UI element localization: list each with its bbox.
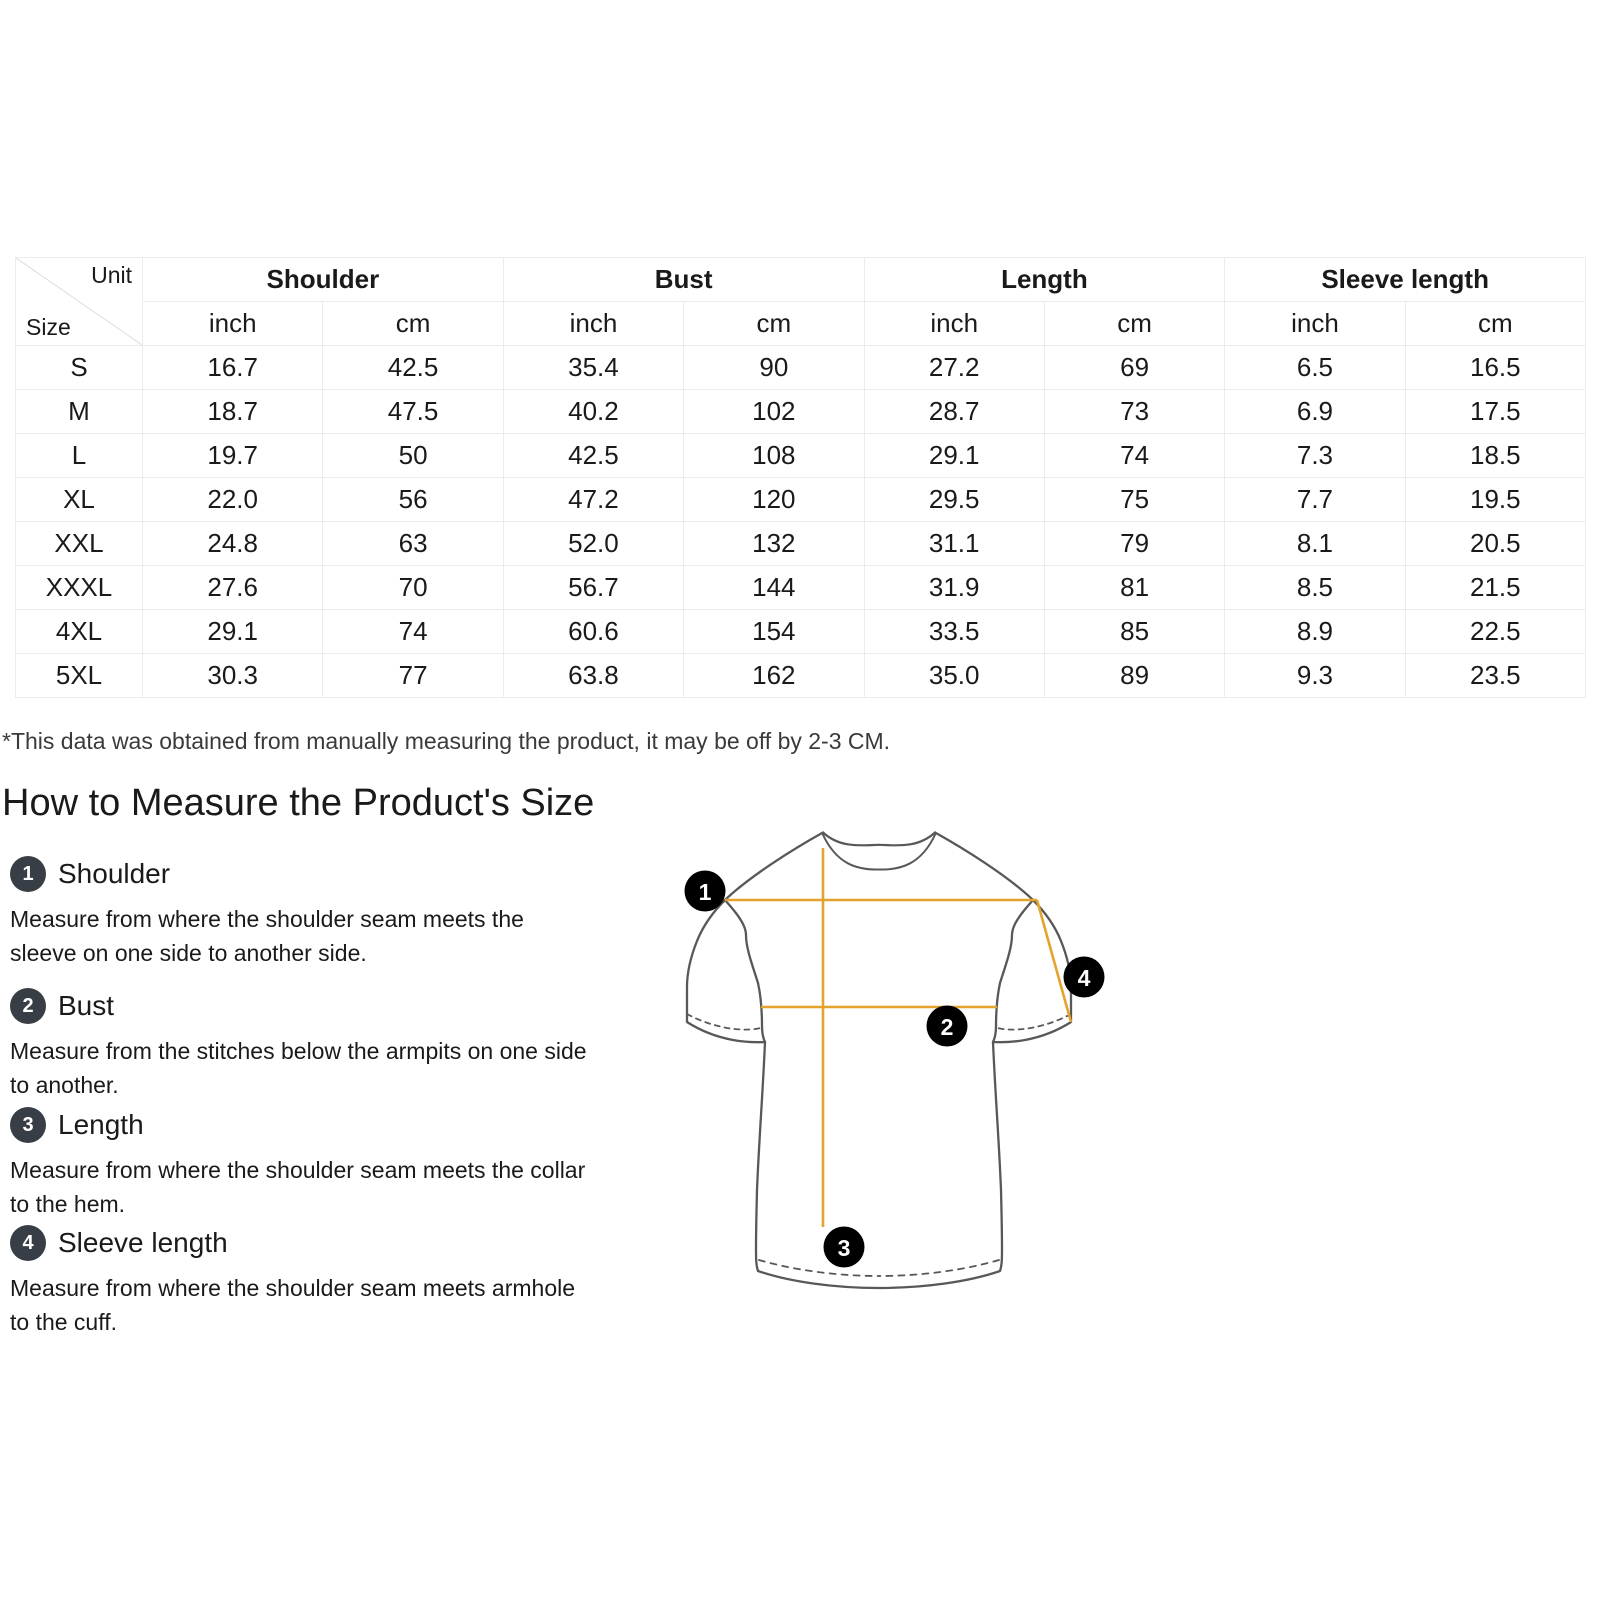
svg-text:2: 2 (941, 1014, 954, 1040)
svg-text:1: 1 (699, 879, 712, 905)
svg-text:3: 3 (838, 1235, 851, 1261)
svg-text:4: 4 (1078, 965, 1091, 991)
